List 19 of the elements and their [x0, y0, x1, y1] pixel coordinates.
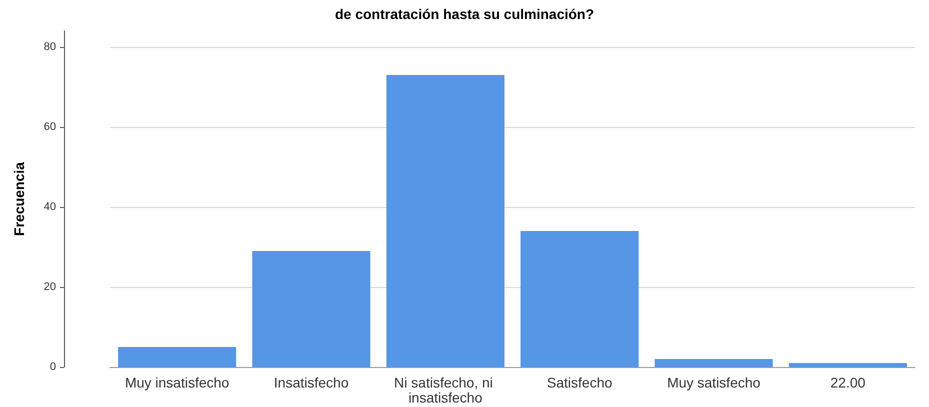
y-tick-label: 40	[44, 201, 56, 213]
bar	[520, 231, 639, 367]
x-tick-label: 22.00	[830, 374, 866, 390]
x-tick-label: Satisfecho	[546, 374, 612, 390]
y-axis-title: Frecuencia	[11, 162, 27, 236]
bar	[252, 251, 370, 367]
y-tick-label: 60	[44, 121, 56, 133]
chart-title: de contratación hasta su culminación?	[334, 6, 594, 22]
bar	[788, 363, 907, 367]
bar	[118, 347, 236, 367]
x-tick-label: Insatisfecho	[274, 374, 349, 390]
bar	[654, 359, 773, 367]
y-tick-label: 80	[44, 41, 56, 53]
y-tick-label: 0	[50, 361, 56, 373]
y-tick-label: 20	[44, 281, 56, 293]
bar	[386, 75, 504, 367]
x-tick-label: Ni satisfecho, ni insatisfecho	[394, 374, 497, 406]
x-tick-label: Muy satisfecho	[667, 374, 761, 390]
x-tick-label: Muy insatisfecho	[124, 374, 230, 390]
